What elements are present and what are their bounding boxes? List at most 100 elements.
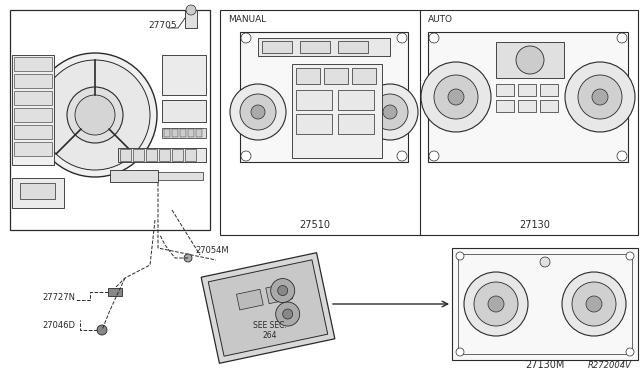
Text: 264: 264 xyxy=(263,331,277,340)
Bar xyxy=(324,68,348,84)
Circle shape xyxy=(186,5,196,15)
Circle shape xyxy=(397,151,407,161)
Circle shape xyxy=(240,94,276,130)
Text: 27510: 27510 xyxy=(300,220,330,230)
Bar xyxy=(338,114,374,134)
Circle shape xyxy=(474,282,518,326)
Bar xyxy=(296,114,332,134)
Text: AUTO: AUTO xyxy=(428,15,453,24)
Bar xyxy=(133,149,144,161)
Circle shape xyxy=(75,95,115,135)
Text: 27727N: 27727N xyxy=(42,293,75,302)
Circle shape xyxy=(251,105,265,119)
Text: 27130M: 27130M xyxy=(525,360,564,370)
Bar xyxy=(14,57,52,71)
Bar xyxy=(180,129,186,137)
Circle shape xyxy=(540,257,550,267)
Bar xyxy=(292,64,382,158)
Bar xyxy=(428,32,628,162)
Bar xyxy=(540,100,558,112)
Bar xyxy=(10,10,210,230)
Polygon shape xyxy=(236,289,263,310)
Circle shape xyxy=(562,272,626,336)
Text: 27130: 27130 xyxy=(520,220,550,230)
Circle shape xyxy=(578,75,622,119)
Circle shape xyxy=(230,84,286,140)
Bar xyxy=(14,142,52,156)
Text: 27054M: 27054M xyxy=(195,246,228,255)
Bar xyxy=(172,149,183,161)
Ellipse shape xyxy=(81,106,109,124)
Circle shape xyxy=(464,272,528,336)
Circle shape xyxy=(362,84,418,140)
Circle shape xyxy=(429,33,439,43)
Circle shape xyxy=(626,348,634,356)
Polygon shape xyxy=(201,253,335,363)
Bar xyxy=(496,42,564,78)
Bar xyxy=(296,68,320,84)
Circle shape xyxy=(241,33,251,43)
Circle shape xyxy=(421,62,491,132)
Circle shape xyxy=(626,252,634,260)
Bar xyxy=(458,254,632,354)
Polygon shape xyxy=(208,260,328,356)
Bar xyxy=(162,100,206,122)
Circle shape xyxy=(397,33,407,43)
Bar xyxy=(496,84,514,96)
Polygon shape xyxy=(266,283,292,304)
Bar xyxy=(240,32,408,162)
Circle shape xyxy=(40,60,150,170)
Circle shape xyxy=(488,296,504,312)
Circle shape xyxy=(184,254,192,262)
Circle shape xyxy=(592,89,608,105)
Bar xyxy=(159,149,170,161)
Bar xyxy=(158,172,203,180)
Bar xyxy=(12,55,54,165)
Bar xyxy=(164,129,170,137)
Bar xyxy=(14,74,52,88)
Bar xyxy=(172,129,178,137)
Circle shape xyxy=(271,279,294,302)
Circle shape xyxy=(283,309,292,319)
Circle shape xyxy=(429,151,439,161)
Bar xyxy=(108,288,122,296)
Bar xyxy=(296,90,332,110)
Bar xyxy=(118,148,206,162)
Bar xyxy=(162,128,206,138)
Circle shape xyxy=(456,252,464,260)
Bar xyxy=(258,38,390,56)
Bar xyxy=(162,55,206,95)
Circle shape xyxy=(617,151,627,161)
Circle shape xyxy=(67,87,123,143)
Bar xyxy=(146,149,157,161)
Bar xyxy=(220,10,638,235)
Bar xyxy=(540,84,558,96)
Circle shape xyxy=(617,33,627,43)
Bar xyxy=(452,248,638,360)
Circle shape xyxy=(456,348,464,356)
Circle shape xyxy=(586,296,602,312)
Text: SEE SEC.: SEE SEC. xyxy=(253,321,287,330)
Circle shape xyxy=(97,325,107,335)
Bar xyxy=(338,90,374,110)
Bar xyxy=(12,178,64,208)
Bar xyxy=(518,84,536,96)
Circle shape xyxy=(241,151,251,161)
Bar xyxy=(110,170,158,182)
Bar xyxy=(14,108,52,122)
Bar xyxy=(14,91,52,105)
Bar xyxy=(20,183,55,199)
Circle shape xyxy=(372,94,408,130)
Circle shape xyxy=(33,53,157,177)
Bar xyxy=(188,129,194,137)
Bar xyxy=(496,100,514,112)
Bar xyxy=(185,10,197,28)
Bar xyxy=(338,41,368,53)
Bar xyxy=(262,41,292,53)
Circle shape xyxy=(276,302,300,326)
Bar xyxy=(352,68,376,84)
Bar xyxy=(14,125,52,139)
Circle shape xyxy=(516,46,544,74)
Circle shape xyxy=(572,282,616,326)
Bar xyxy=(185,149,196,161)
